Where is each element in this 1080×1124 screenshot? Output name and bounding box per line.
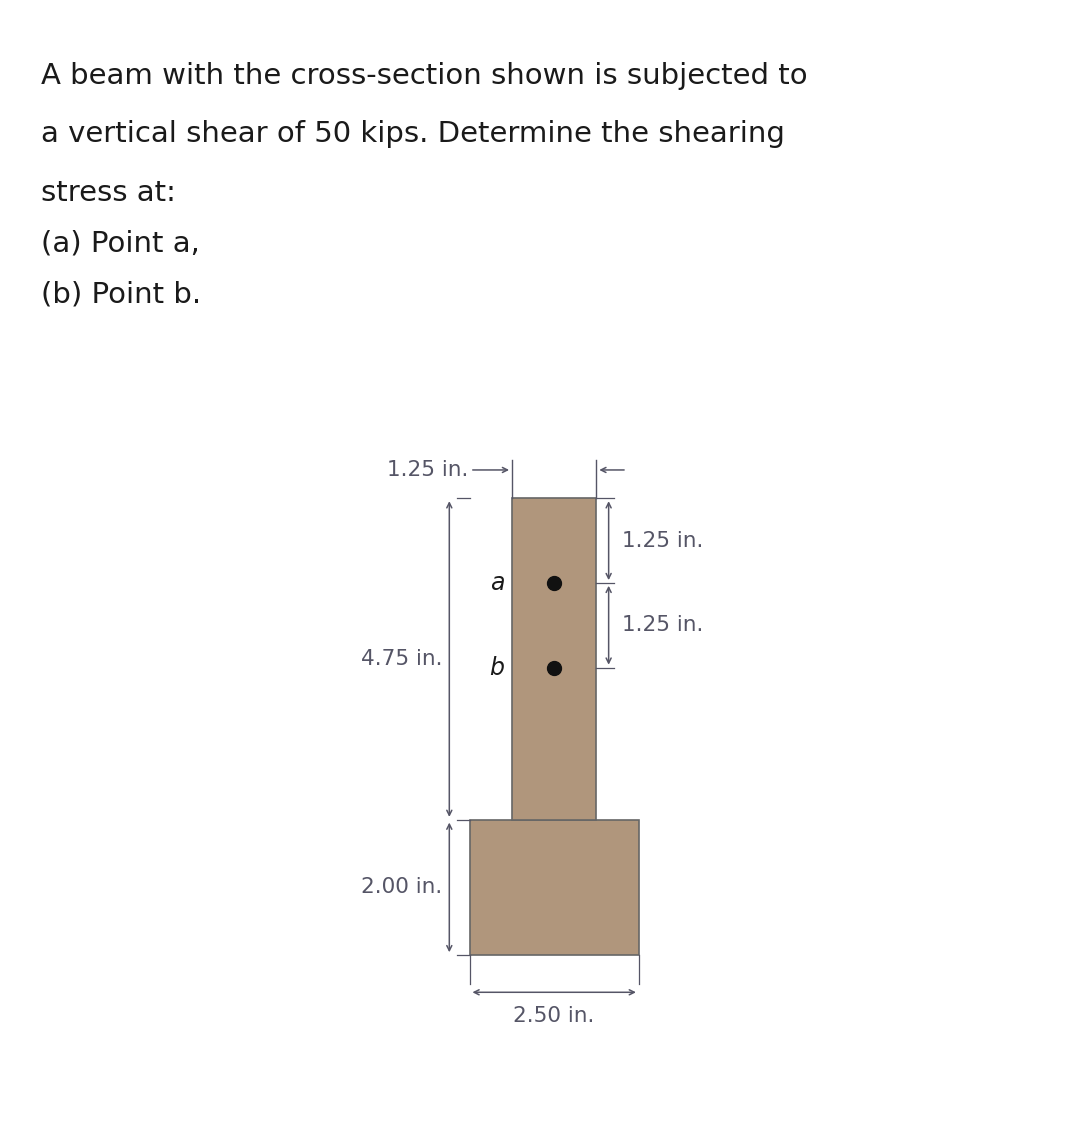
Text: A beam with the cross-section shown is subjected to: A beam with the cross-section shown is s…	[41, 62, 808, 90]
Text: 2.00 in.: 2.00 in.	[362, 878, 443, 897]
Text: 2.50 in.: 2.50 in.	[513, 1006, 595, 1026]
Text: $b$: $b$	[489, 655, 505, 680]
Bar	[512, 498, 596, 819]
Text: 1.25 in.: 1.25 in.	[387, 460, 468, 480]
Text: $a$: $a$	[490, 571, 505, 595]
Text: (b) Point b.: (b) Point b.	[41, 281, 201, 309]
Text: 1.25 in.: 1.25 in.	[622, 615, 703, 635]
Text: a vertical shear of 50 kips. Determine the shearing: a vertical shear of 50 kips. Determine t…	[41, 120, 785, 148]
Text: 4.75 in.: 4.75 in.	[361, 649, 443, 669]
Bar	[470, 819, 638, 955]
Text: (a) Point a,: (a) Point a,	[41, 229, 200, 257]
Text: 1.25 in.: 1.25 in.	[622, 531, 703, 551]
Text: stress at:: stress at:	[41, 179, 176, 207]
